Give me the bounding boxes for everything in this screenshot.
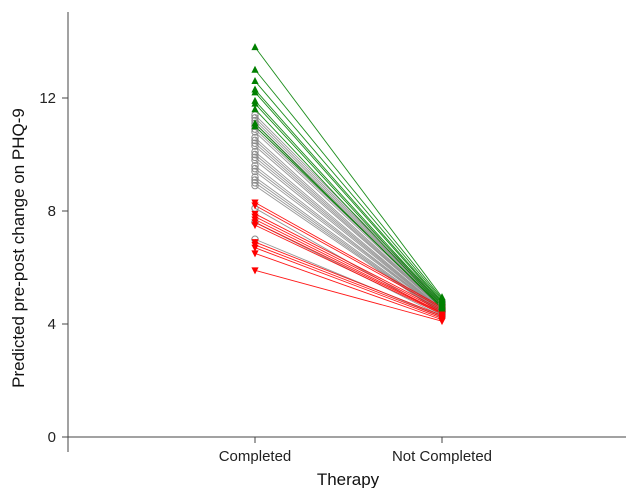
y-tick-label: 0: [48, 429, 56, 446]
series-line-gray: [254, 151, 443, 310]
data-point-gray-completed: [251, 164, 259, 173]
y-tick-label: 8: [48, 203, 56, 220]
series-line-green: [254, 92, 443, 304]
series-line-gray: [254, 137, 443, 308]
series-line-red: [254, 204, 443, 309]
series-line-gray: [254, 128, 443, 306]
series-line-gray: [254, 238, 443, 318]
series-line-red: [254, 216, 443, 312]
series-line-red: [254, 202, 443, 308]
series-line-gray: [254, 171, 443, 313]
series-layer: [254, 46, 443, 322]
data-point-gray-completed: [251, 179, 259, 187]
data-point-gray-completed: [251, 136, 259, 145]
series-line-red: [254, 247, 443, 319]
data-point-green-completed: [251, 65, 259, 73]
data-point-green-completed: [251, 88, 259, 96]
series-line-gray: [254, 145, 443, 309]
data-point-gray-completed: [251, 147, 259, 156]
series-line-green: [254, 123, 443, 309]
data-point-gray-completed: [251, 162, 259, 170]
x-tick-label: Not Completed: [392, 448, 492, 465]
data-point-green-not-completed: [438, 303, 446, 311]
series-line-green: [254, 80, 443, 301]
data-point-green-completed: [251, 105, 259, 113]
data-point-gray-completed: [251, 139, 259, 147]
data-point-green-completed: [251, 77, 259, 85]
data-point-red-completed: [251, 267, 259, 275]
series-line-gray: [254, 185, 443, 315]
series-line-gray: [254, 140, 443, 308]
data-point-red-not-completed: [438, 318, 446, 326]
data-point-gray-completed: [251, 142, 259, 150]
series-line-red: [254, 213, 443, 311]
series-line-gray: [254, 182, 443, 315]
data-point-gray-completed: [251, 181, 259, 190]
series-line-red: [254, 252, 443, 321]
data-point-red-completed: [251, 250, 259, 258]
y-tick-label: 12: [39, 90, 56, 107]
series-line-green: [254, 69, 443, 299]
y-tick-label: 4: [48, 316, 56, 333]
series-line-gray: [254, 156, 443, 311]
axes: 0 4 8 12 Completed Not Completed: [39, 12, 626, 465]
series-line-green: [254, 125, 443, 308]
series-line-gray: [254, 165, 443, 312]
series-line-green: [254, 100, 443, 305]
series-line-red: [254, 269, 443, 322]
series-line-green: [254, 89, 443, 302]
series-line-green: [254, 108, 443, 308]
series-line-gray: [254, 142, 443, 309]
data-point-red-completed: [251, 202, 259, 210]
series-line-red: [254, 224, 443, 315]
series-line-gray: [254, 168, 443, 312]
data-point-gray-completed: [251, 167, 259, 176]
data-point-gray-completed: [251, 176, 259, 184]
series-line-red: [254, 244, 443, 318]
data-point-gray-completed: [251, 133, 259, 142]
series-line-green: [254, 46, 443, 298]
series-line-gray: [254, 120, 443, 304]
series-line-red: [254, 221, 443, 314]
series-line-gray: [254, 159, 443, 312]
data-point-gray-completed: [251, 173, 259, 181]
y-axis-title: Predicted pre-post change on PHQ-9: [9, 108, 28, 388]
data-point-gray-completed: [251, 150, 259, 159]
marker-layer: [251, 43, 446, 326]
series-line-red: [254, 241, 443, 316]
series-line-green: [254, 103, 443, 306]
series-line-red: [254, 219, 443, 314]
x-axis-title: Therapy: [317, 470, 380, 488]
data-point-red-completed: [251, 244, 259, 252]
data-point-red-completed: [251, 222, 259, 230]
data-point-green-completed: [251, 99, 259, 107]
data-point-green-completed: [251, 122, 259, 130]
series-line-gray: [254, 154, 443, 311]
data-point-gray-completed: [251, 156, 259, 164]
data-point-green-completed: [251, 43, 259, 51]
data-point-gray-completed: [251, 153, 259, 162]
x-tick-label: Completed: [219, 448, 292, 465]
